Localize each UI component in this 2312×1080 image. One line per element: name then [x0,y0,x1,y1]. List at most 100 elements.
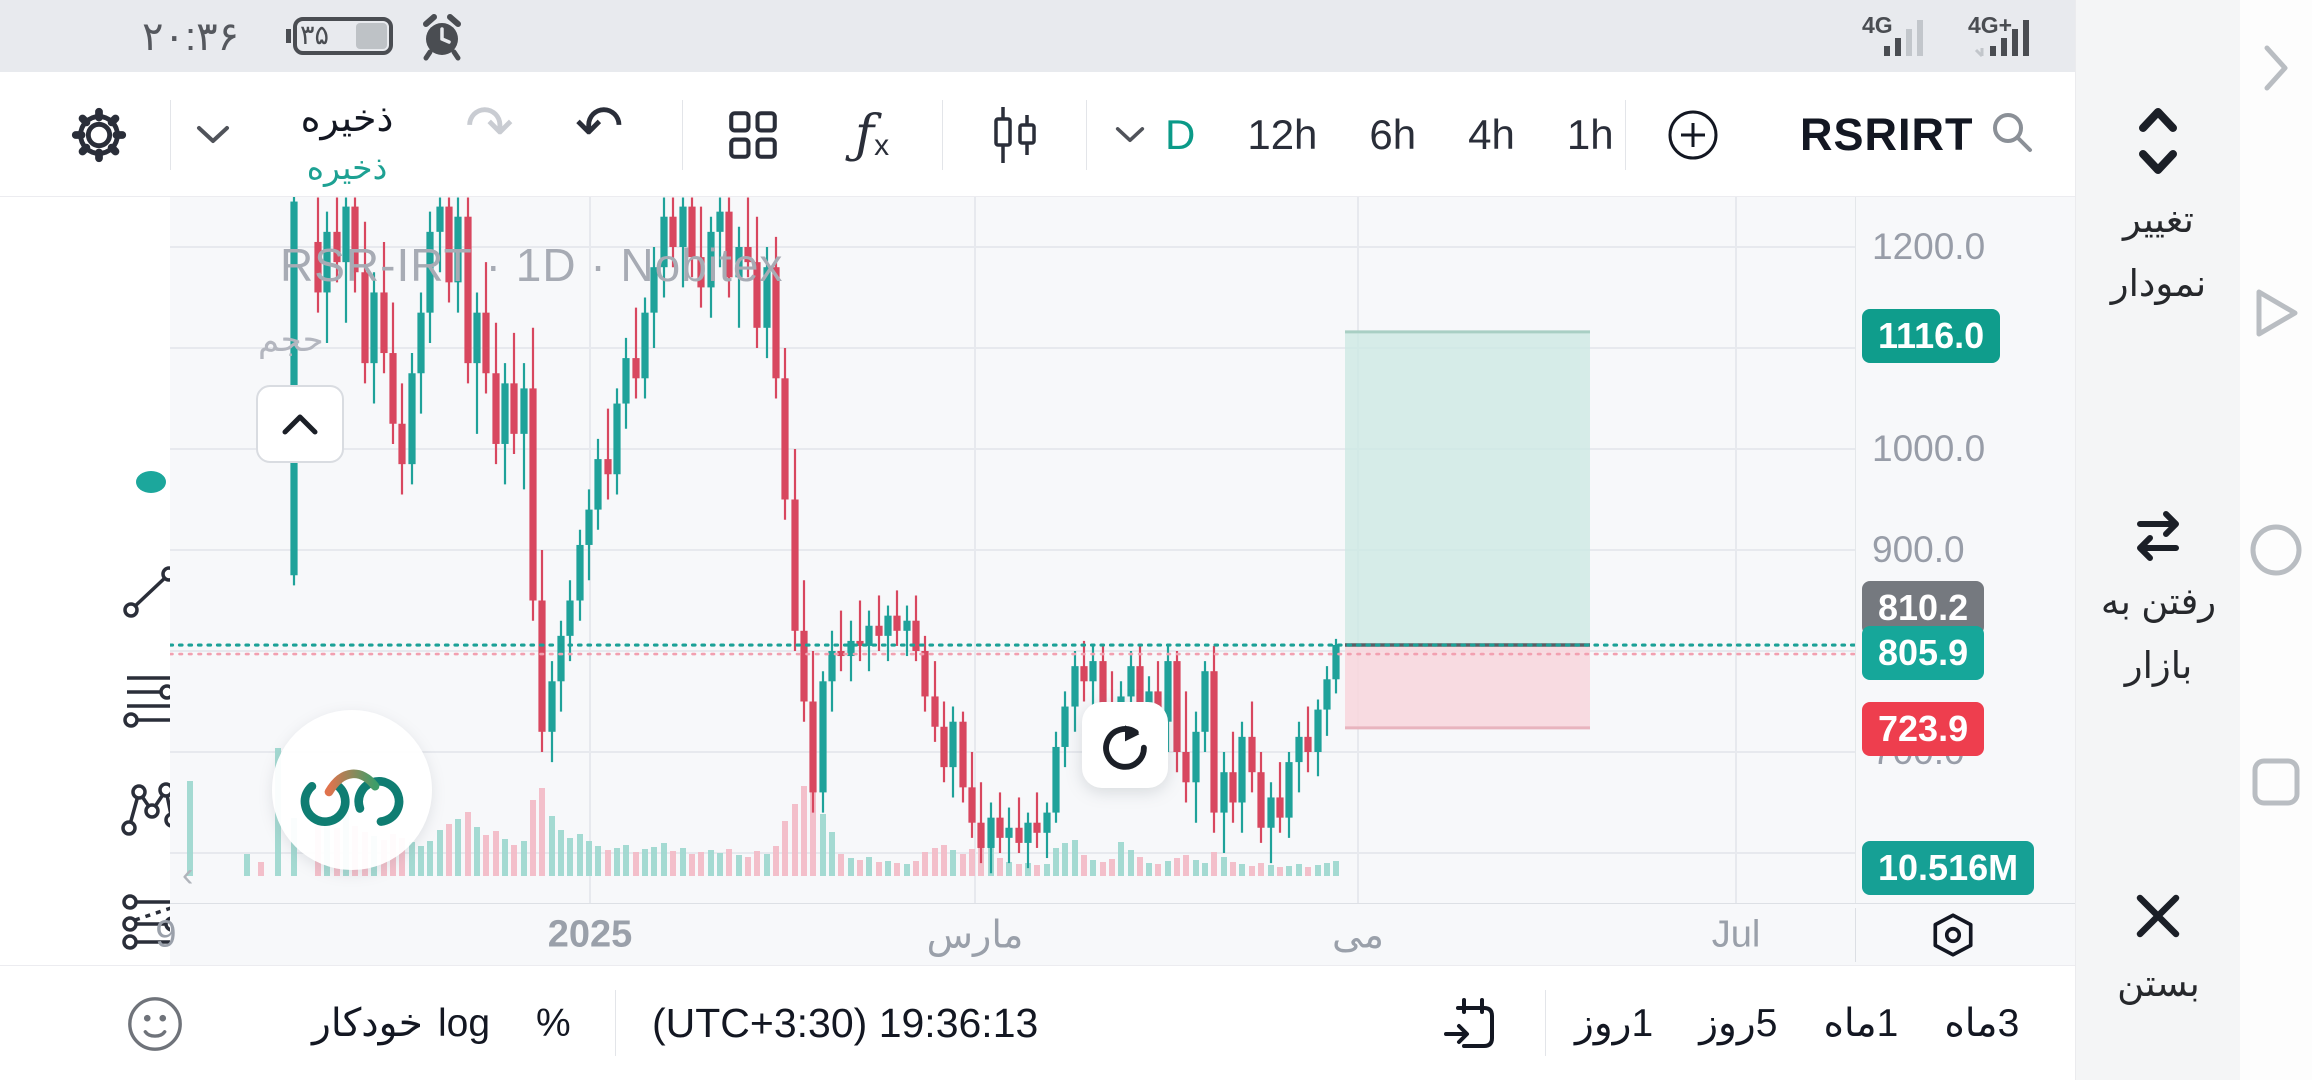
pane-resize-handle[interactable]: ‹ [182,856,194,894]
price-scale-settings-icon[interactable] [1925,910,1981,960]
percent-scale-button[interactable]: % [536,1001,571,1045]
candle-body [1332,644,1340,680]
volume-bar [1034,865,1040,876]
candle-body [604,459,612,475]
volume-bar [745,857,751,876]
cursor-dot-tool[interactable] [118,449,184,515]
android-recents-icon[interactable] [2250,756,2302,813]
symbol-search-button[interactable]: RSRIRT [1800,72,2036,197]
volume-bar [1211,852,1217,876]
close-label[interactable]: بستن [2117,963,2200,1004]
layout-grid-icon[interactable] [718,72,788,197]
candle-body [594,459,602,510]
time-tick-label: 9 [155,913,177,955]
candle-body [1099,661,1107,707]
volume-bar [717,853,723,876]
range-button-2[interactable]: 1ماه [1823,1002,1899,1045]
chart-plot-area[interactable] [168,196,1857,903]
volume-bar [670,851,676,876]
interval-button-12h[interactable]: 12h [1247,110,1318,158]
candle-style-icon[interactable] [978,72,1050,197]
candle-body [454,216,462,283]
candle-body [333,231,341,263]
volume-bar [1230,862,1236,876]
swap-arrows-icon[interactable] [2126,508,2190,569]
candle-body [370,292,378,364]
settings-gear-icon[interactable] [66,72,132,197]
price-badge: 10.516M [1862,841,2035,895]
volume-bar [633,852,639,876]
interval-button-1h[interactable]: 1h [1566,110,1614,158]
volume-bar [1044,864,1050,876]
candle-body [1043,812,1051,833]
candle-body [1071,666,1079,707]
interval-button-D[interactable]: D [1165,110,1196,158]
interval-button-4h[interactable]: 4h [1468,110,1515,158]
android-nav-bar [2240,0,2312,1080]
candle-body [753,262,761,328]
volume-bar [782,821,788,876]
volume-bar [427,841,433,876]
save-menu-chevron-icon[interactable] [185,72,241,197]
range-button-1[interactable]: 5روز [1699,1002,1778,1045]
undo-icon[interactable]: ↶ [575,94,624,159]
redo-icon[interactable]: ↷ [465,94,514,159]
alarm-clock-icon [416,12,468,67]
volume-bar [922,852,928,876]
collapse-pane-button[interactable] [256,385,344,463]
candle-body [856,640,864,646]
volume-bar [1183,855,1189,876]
volume-bar [708,850,714,876]
candle-body [884,615,892,636]
time-axis[interactable]: 9 2025 مارس می Jul [155,903,2075,965]
candle-body [660,216,668,268]
volume-bar [521,841,527,876]
candle-body [735,247,743,278]
compare-plus-icon[interactable] [1660,72,1726,197]
interval-menu-chevron-icon[interactable] [1104,72,1156,197]
volume-bar [885,861,891,876]
candle-body [921,651,929,697]
refresh-button[interactable] [1082,702,1168,788]
android-home-icon[interactable] [2248,522,2304,583]
candle-body [744,247,752,263]
change-chart-label-line1[interactable]: تغییر [2123,199,2194,240]
price-axis[interactable]: 1200.01100.01000.0900.0700.01116.0810.28… [1855,197,2075,903]
goto-market-label-line1[interactable]: رفتن به [2100,581,2217,622]
candle-body [1005,827,1013,838]
goto-market-label-line2[interactable]: بازار [2124,645,2193,686]
candle-body [1033,822,1041,833]
volume-bar [399,838,405,876]
candle-body [314,241,322,293]
candle-body [548,681,556,732]
interval-button-6h[interactable]: 6h [1369,110,1417,158]
android-back-icon[interactable] [2249,284,2303,347]
go-to-date-icon[interactable] [1442,966,1504,1080]
volume-bar [187,781,193,876]
candle-body [819,681,827,793]
save-status-label[interactable]: ذخیره [306,149,388,186]
notification-chevron-icon[interactable] [2261,42,2291,99]
toolbar-divider [682,100,683,170]
log-scale-button[interactable]: log [438,1001,491,1045]
emoji-feedback-icon[interactable] [124,966,186,1080]
candle-body [473,312,481,364]
volume-bar [1333,861,1339,876]
change-symbol-chevrons-icon[interactable] [2135,104,2181,183]
close-icon[interactable] [2132,890,2184,947]
change-chart-label-line2[interactable]: نمودار [2110,263,2207,304]
save-button[interactable]: ذخیره [300,98,394,140]
volume-bar [1296,864,1302,876]
volume-bar [960,854,966,876]
timezone-clock[interactable]: (UTC+3:30) 19:36:13 [652,1000,1039,1046]
candle-body [557,635,565,682]
volume-bar [1305,867,1311,876]
candle-body [445,206,453,283]
auto-scale-button[interactable]: خودکار [312,1002,423,1045]
volume-bar [941,845,947,876]
range-button-3[interactable]: 3ماه [1944,1002,2020,1045]
volume-bar [736,855,742,876]
candle-body [585,509,593,545]
range-button-0[interactable]: 1روز [1575,1002,1654,1045]
